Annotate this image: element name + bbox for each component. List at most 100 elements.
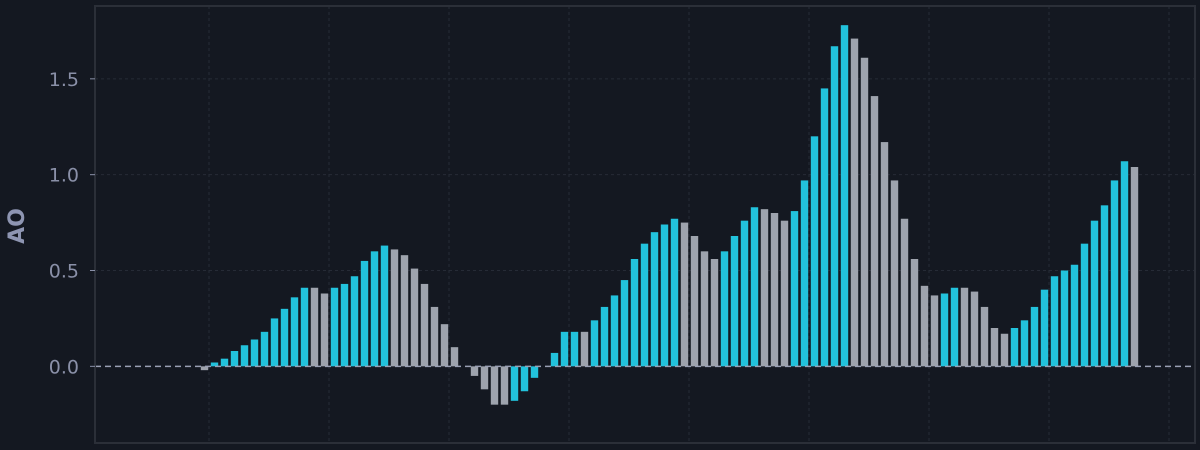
bar (880, 142, 889, 367)
bar (220, 358, 229, 367)
bar (920, 285, 929, 367)
bar (860, 57, 869, 367)
bar (680, 222, 689, 367)
bar (250, 339, 259, 367)
bar (710, 259, 719, 367)
bar (270, 318, 279, 367)
bar (1070, 264, 1079, 367)
bar (350, 276, 359, 367)
bar (1030, 306, 1039, 367)
bar (550, 352, 559, 367)
bar (900, 218, 909, 367)
bar (1130, 167, 1139, 367)
bar (670, 218, 679, 367)
bar (230, 351, 239, 367)
bar (640, 243, 649, 367)
bar (260, 331, 269, 367)
bar (980, 306, 989, 367)
bar (830, 46, 839, 367)
bar (400, 255, 409, 367)
bar (620, 280, 629, 367)
bar (240, 345, 249, 367)
bar (600, 306, 609, 367)
y-tick-label: 1.0 (49, 165, 79, 187)
bar (1080, 243, 1089, 367)
bar (770, 213, 779, 367)
bar (750, 207, 759, 367)
bar (970, 291, 979, 367)
bar (870, 96, 879, 367)
bar (560, 331, 569, 367)
bar (570, 331, 579, 367)
bar (200, 366, 209, 371)
bar (990, 328, 999, 367)
bar (1060, 270, 1069, 367)
y-axis-label: AO (5, 208, 30, 244)
bar (960, 287, 969, 367)
bar (840, 25, 849, 367)
bar (1110, 180, 1119, 367)
bar (580, 331, 589, 367)
bar (660, 224, 669, 367)
bar (820, 88, 829, 367)
bar (370, 251, 379, 367)
grid-layer (95, 6, 1195, 443)
bar (1010, 328, 1019, 367)
bar (410, 268, 419, 367)
y-tick-label: 0.5 (49, 261, 79, 283)
bar (280, 308, 289, 367)
bar (330, 287, 339, 367)
bar (360, 260, 369, 367)
bar (520, 366, 529, 392)
bars-layer (200, 25, 1139, 405)
bar (1000, 333, 1009, 367)
bar (590, 320, 599, 367)
bar (490, 366, 499, 405)
bar (440, 324, 449, 367)
bar (210, 362, 219, 367)
bar (450, 347, 459, 367)
bar (950, 287, 959, 367)
bar (1120, 161, 1129, 367)
bar (630, 259, 639, 367)
bar (910, 259, 919, 367)
bar (740, 220, 749, 367)
bar (470, 366, 479, 376)
bar (780, 220, 789, 367)
y-ticks: 0.0 0.5 1.0 1.5 (49, 69, 95, 378)
bar (700, 251, 709, 367)
bar (650, 232, 659, 367)
bar (430, 306, 439, 367)
bar (1050, 276, 1059, 367)
bar (690, 236, 699, 367)
bar (390, 249, 399, 367)
bar (730, 236, 739, 367)
bar (340, 283, 349, 367)
bar (1040, 289, 1049, 367)
bar (930, 295, 939, 367)
y-tick-label: 1.5 (49, 69, 79, 91)
plot-frame (94, 5, 1196, 444)
bar (510, 366, 519, 401)
bar (850, 38, 859, 367)
bar (800, 180, 809, 367)
bar (790, 211, 799, 367)
bar (890, 180, 899, 367)
bar (1100, 205, 1109, 367)
bar (380, 245, 389, 367)
bar (320, 293, 329, 367)
bar (500, 366, 509, 405)
bar (940, 293, 949, 367)
y-tick-label: 0.0 (49, 356, 79, 378)
bar (610, 295, 619, 367)
bar (290, 297, 299, 367)
bar (1020, 320, 1029, 367)
bar (1090, 220, 1099, 367)
bar (760, 209, 769, 367)
bar (300, 287, 309, 367)
bar (480, 366, 489, 390)
bar (530, 366, 539, 378)
bar (310, 287, 319, 367)
